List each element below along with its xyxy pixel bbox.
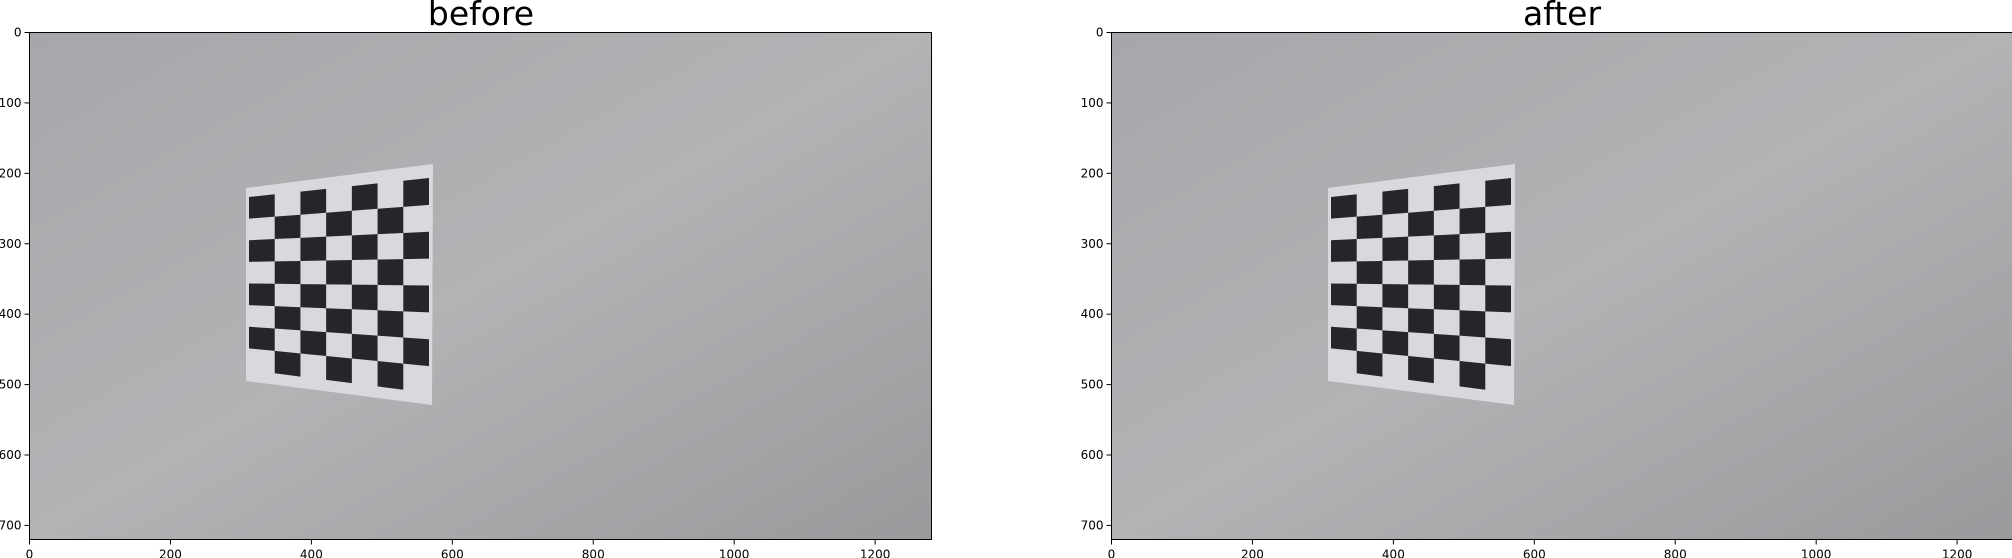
checker-square — [300, 330, 327, 356]
checker-square — [1408, 260, 1434, 285]
checker-square — [1433, 234, 1460, 261]
checker-square — [1331, 283, 1357, 307]
subplot-title: after — [1522, 0, 1602, 33]
checker-square — [1382, 284, 1409, 309]
image-axes: 0 200 400 600 800 1000 1200 0 100 200 300 400 500 60… — [0, 26, 932, 558]
x-tick-label: 1000 — [719, 548, 750, 558]
subplot-before: before 0 200 400 600 800 1000 1200 0 100 200 300 4… — [0, 0, 940, 558]
photo-background — [29, 32, 932, 540]
x-tick-label: 0 — [26, 548, 34, 558]
y-tick-label: 0 — [14, 26, 22, 40]
checker-square — [1408, 355, 1434, 384]
checker-square — [403, 337, 429, 367]
checker-square — [1331, 239, 1357, 262]
checker-square — [1331, 194, 1357, 219]
y-tick-label: 100 — [0, 96, 22, 110]
checker-square — [403, 178, 429, 207]
checker-square — [1485, 231, 1511, 260]
y-tick-label: 700 — [0, 518, 22, 532]
checker-square — [1356, 214, 1383, 240]
checkerboard — [1328, 164, 1515, 405]
checker-square — [1433, 333, 1460, 362]
y-tick-label: 300 — [0, 237, 22, 251]
checker-square — [351, 284, 378, 311]
y-tick-label: 400 — [0, 307, 22, 321]
checker-square — [1331, 326, 1357, 351]
checker-square — [300, 236, 327, 261]
y-tick-label: 500 — [1081, 378, 1104, 392]
y-tick-label: 500 — [0, 378, 22, 392]
checker-square — [1485, 178, 1511, 207]
subplot-title: before — [427, 0, 535, 33]
checker-square — [1382, 330, 1409, 356]
checker-square — [1356, 306, 1383, 331]
checker-square — [249, 239, 275, 262]
checker-square — [1408, 210, 1434, 237]
checker-square — [1356, 350, 1383, 377]
image-axes: 0 200 400 600 800 1000 1200 0 100 200 300 400 500 60… — [1081, 26, 2012, 558]
x-tick-label: 1200 — [860, 548, 891, 558]
y-tick-label: 700 — [1081, 518, 1104, 532]
axes-frame — [1111, 32, 2012, 540]
checker-square — [1356, 260, 1383, 285]
checkerboard — [246, 164, 433, 405]
checker-square — [1459, 361, 1486, 390]
checker-square — [249, 283, 275, 307]
checker-square — [403, 231, 429, 260]
checker-square — [326, 260, 352, 285]
checker-square — [1485, 285, 1511, 313]
y-tick-label: 600 — [0, 448, 22, 462]
checker-square — [249, 326, 275, 351]
checker-square — [326, 308, 352, 334]
y-tick-label: 400 — [1081, 307, 1104, 321]
y-tick-label: 100 — [1081, 96, 1104, 110]
checker-square — [351, 333, 378, 362]
checker-square — [1382, 188, 1409, 215]
x-tick-label: 600 — [1523, 548, 1546, 558]
y-tick-label: 300 — [1081, 237, 1104, 251]
x-tick-label: 800 — [582, 548, 605, 558]
subplot-after: after 0 200 400 600 800 1000 1200 0 100 200 300 40… — [1081, 0, 2012, 558]
checker-square — [377, 310, 404, 338]
checker-square — [377, 206, 404, 235]
x-tick-label: 400 — [1382, 548, 1405, 558]
x-tick-label: 200 — [159, 548, 182, 558]
checker-square — [300, 188, 327, 215]
checker-square — [1459, 259, 1486, 286]
checker-square — [326, 210, 352, 237]
checker-square — [1433, 284, 1460, 311]
checker-square — [274, 260, 301, 285]
x-tick-label: 800 — [1664, 548, 1687, 558]
checker-square — [1408, 308, 1434, 334]
x-tick-label: 1000 — [1801, 548, 1832, 558]
x-tick-label: 600 — [441, 548, 464, 558]
y-tick-label: 600 — [1081, 448, 1104, 462]
checker-square — [1433, 183, 1460, 211]
y-tick-label: 200 — [0, 166, 22, 180]
x-tick-label: 1200 — [1942, 548, 1973, 558]
checker-square — [249, 194, 275, 219]
x-tick-label: 200 — [1241, 548, 1264, 558]
axes-frame — [29, 32, 932, 540]
checker-square — [300, 284, 327, 309]
checker-square — [403, 285, 429, 313]
checker-square — [326, 355, 352, 384]
checker-square — [1459, 310, 1486, 338]
checker-square — [351, 234, 378, 261]
checker-square — [274, 306, 301, 331]
photo-background — [1111, 32, 2012, 540]
checker-square — [1459, 206, 1486, 235]
y-tick-label: 200 — [1081, 166, 1104, 180]
checker-square — [1382, 236, 1409, 261]
y-tick-label: 0 — [1096, 26, 1104, 40]
x-tick-label: 0 — [1108, 548, 1116, 558]
checker-square — [274, 350, 301, 377]
x-tick-label: 400 — [300, 548, 323, 558]
checker-square — [1485, 337, 1511, 367]
checker-square — [377, 259, 404, 286]
checker-square — [377, 361, 404, 390]
checker-square — [351, 183, 378, 211]
checker-square — [274, 214, 301, 240]
